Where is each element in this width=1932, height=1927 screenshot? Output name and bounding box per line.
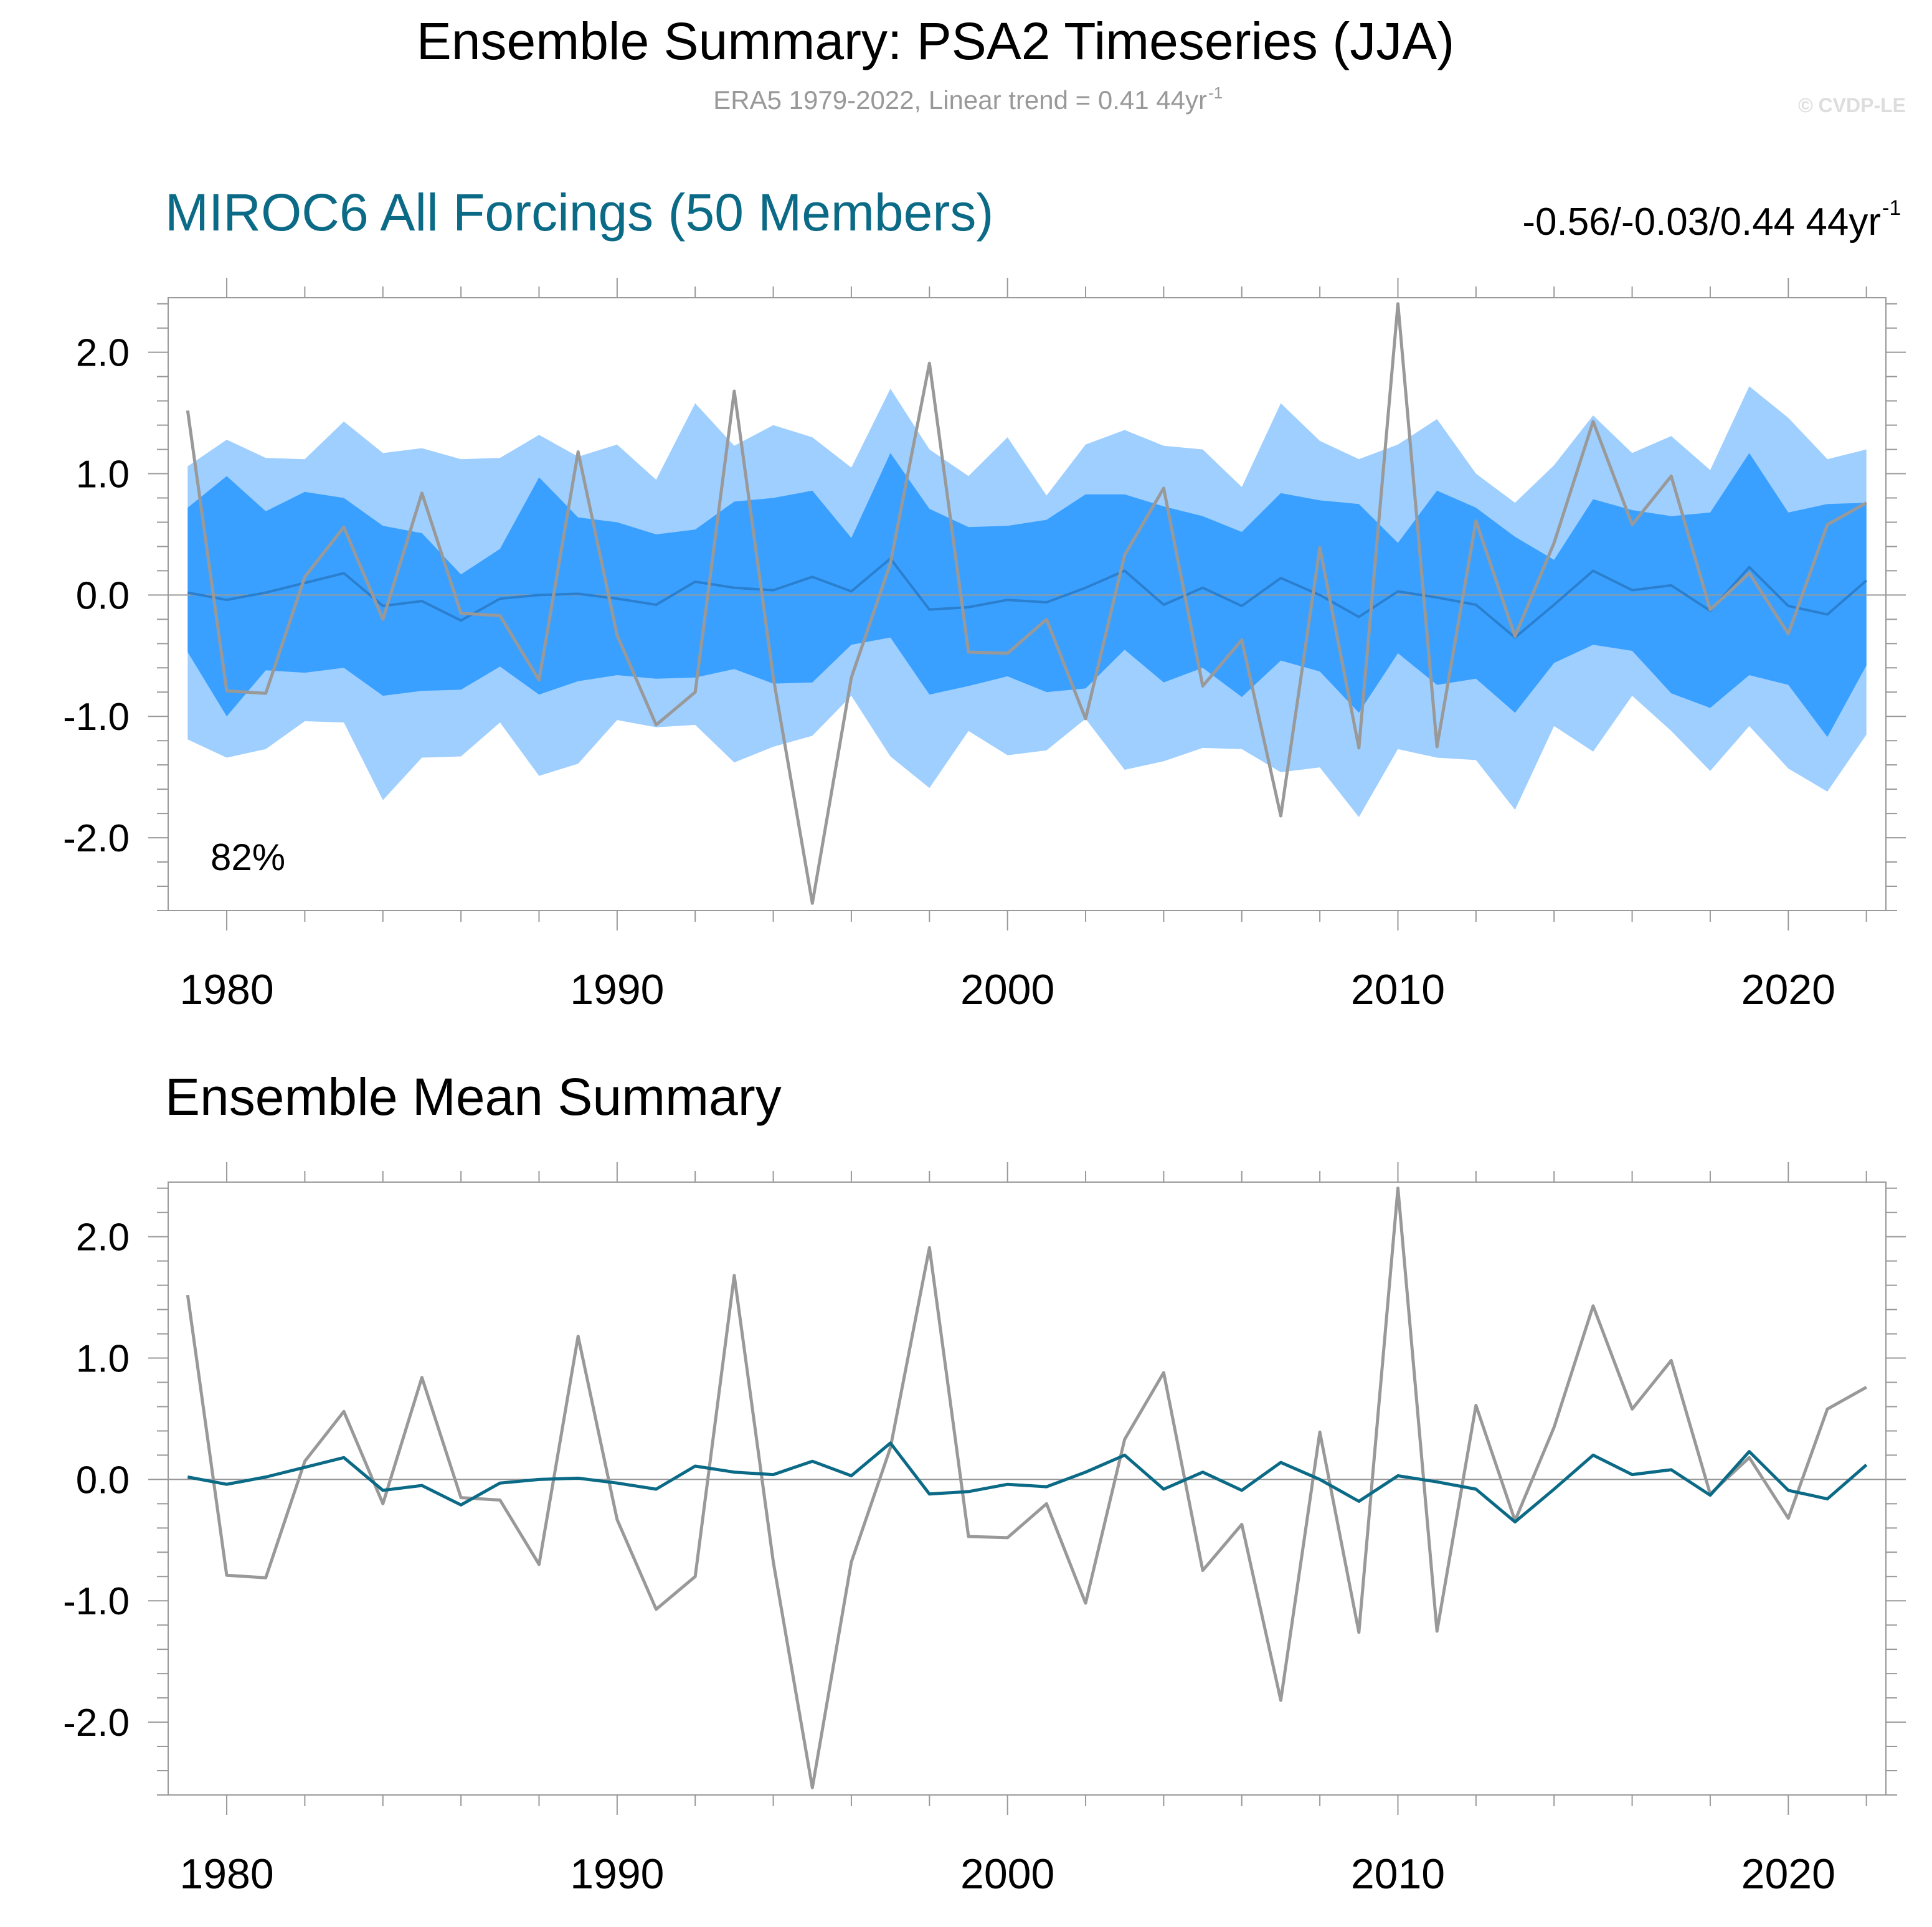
trend-label: -0.56/-0.03/0.44 44yr: [1522, 201, 1881, 244]
y-tick-label: -1.0: [63, 696, 130, 739]
figure-subtitle-sup: -1: [1208, 83, 1223, 102]
figure-title: Ensemble Summary: PSA2 Timeseries (JJA): [417, 12, 1454, 70]
y-tick-label: 0.0: [76, 1459, 130, 1502]
y-tick-label: 1.0: [76, 453, 130, 496]
y-tick-label: -2.0: [63, 817, 130, 860]
axes: 2.0 1.0 0.0 -1.0 -2.0 1980 1990 2000 2010 2020: [63, 278, 1906, 1013]
y-tick-label: 2.0: [76, 332, 130, 375]
x-tick-label: 1980: [179, 966, 273, 1013]
axes: 2.0 1.0 0.0 -1.0 -2.0 1980 1990 2000 2010 2020: [63, 1162, 1906, 1898]
x-tick-label: 2000: [960, 1850, 1054, 1898]
series-lines: [168, 1186, 1886, 1789]
y-tick-label: 1.0: [76, 1338, 130, 1381]
x-tick-label: 1990: [570, 966, 664, 1013]
panel-title: Ensemble Mean Summary: [165, 1068, 782, 1126]
figure-subtitle: ERA5 1979-2022, Linear trend = 0.41 44yr: [713, 85, 1207, 115]
ensemble-median-line: [187, 557, 1868, 639]
observed-line: [186, 1186, 1867, 1789]
plot-frame: [168, 297, 1887, 911]
x-tick-label: 2010: [1351, 966, 1445, 1013]
x-tick-label: 2020: [1741, 966, 1835, 1013]
x-tick-label: 2000: [960, 966, 1054, 1013]
y-tick-label: -1.0: [63, 1580, 130, 1623]
y-tick-label: 2.0: [76, 1216, 130, 1259]
x-tick-label: 2020: [1741, 1850, 1835, 1898]
x-tick-label: 2010: [1351, 1850, 1445, 1898]
observed-line: [186, 302, 1867, 905]
y-tick-label: 0.0: [76, 574, 130, 617]
series-lines: [168, 302, 1886, 905]
y-tick-label: -2.0: [63, 1702, 130, 1745]
percent-annotation: 82%: [211, 836, 285, 878]
ensemble-mean-panel: Ensemble Mean Summary 2.0 1.0 0.0 -1.0 -2.0 1…: [63, 1068, 1906, 1898]
x-tick-label: 1990: [570, 1850, 664, 1898]
copyright-label: © CVDP-LE: [1798, 94, 1906, 116]
panel-title: MIROC6 All Forcings (50 Members): [165, 183, 993, 242]
x-tick-label: 1980: [179, 1850, 273, 1898]
ensemble-summary-panel: MIROC6 All Forcings (50 Members) -0.56/-…: [63, 183, 1906, 1013]
plot-frame: [168, 1181, 1887, 1796]
ensemble-mean-line: [187, 1441, 1868, 1524]
trend-label-sup: -1: [1882, 196, 1901, 220]
